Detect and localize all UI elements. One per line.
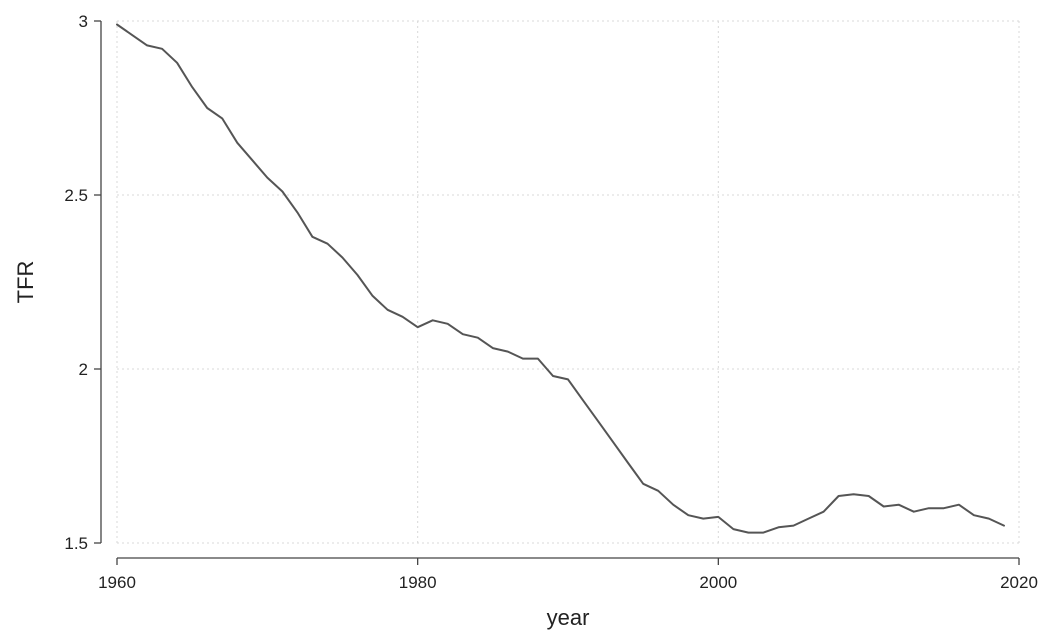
ticks: 1.5 2 2.5 3 1960 1980 2000 2020 <box>64 12 1038 592</box>
x-tick-label: 2020 <box>1000 573 1038 592</box>
x-axis-title: year <box>547 605 590 630</box>
y-axis-title: TFR <box>13 261 38 304</box>
x-tick-label: 1960 <box>98 573 136 592</box>
grid-lines <box>116 20 1020 544</box>
axes <box>100 21 1019 559</box>
series <box>116 23 1005 534</box>
y-tick-label: 1.5 <box>64 534 88 553</box>
tfr-series-line <box>116 23 1005 534</box>
y-tick-label: 2 <box>79 360 88 379</box>
x-tick-label: 2000 <box>699 573 737 592</box>
x-tick-label: 1980 <box>399 573 437 592</box>
y-tick-label: 2.5 <box>64 186 88 205</box>
y-tick-label: 3 <box>79 12 88 31</box>
